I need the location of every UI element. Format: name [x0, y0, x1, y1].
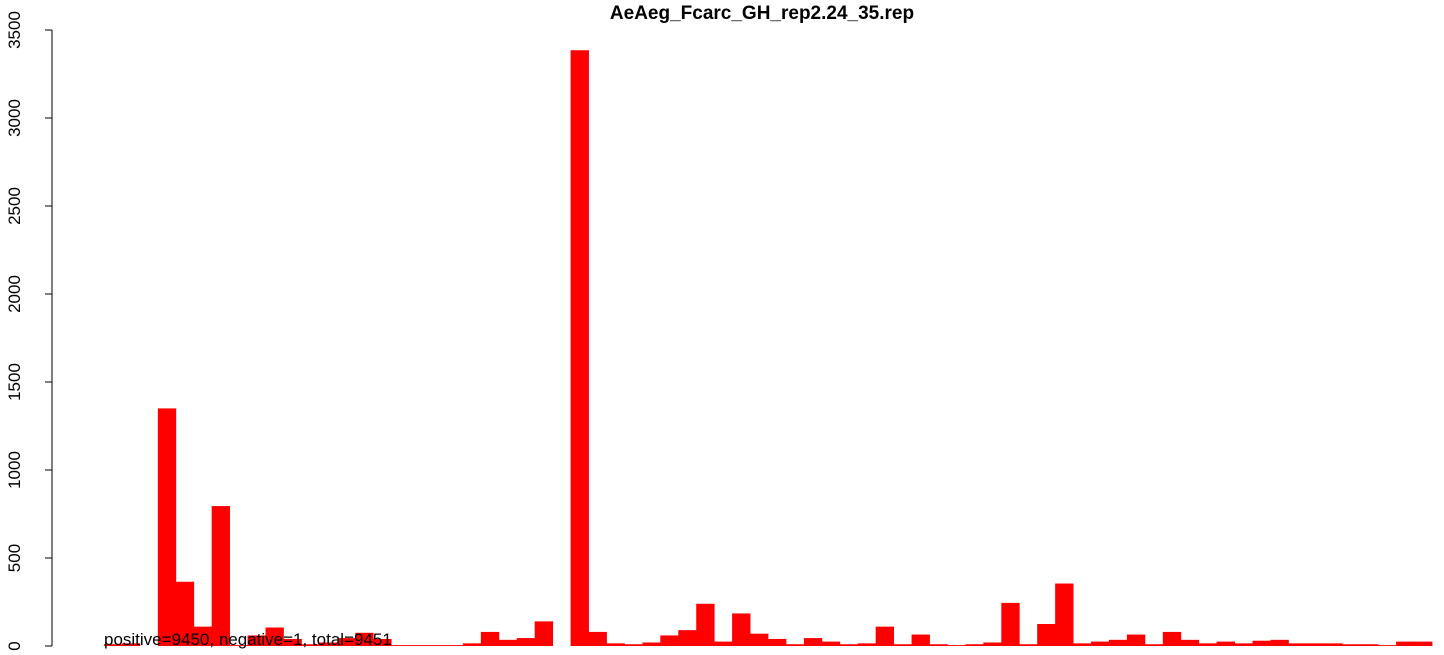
- bar: [104, 644, 123, 646]
- chart-title: AeAeg_Fcarc_GH_rep2.24_35.rep: [610, 3, 914, 24]
- bar: [642, 642, 661, 646]
- bar: [1270, 639, 1289, 646]
- y-tick-label: 500: [5, 544, 24, 572]
- bar: [624, 644, 643, 646]
- bar: [498, 639, 518, 646]
- bar: [373, 638, 392, 646]
- bar: [911, 634, 930, 646]
- y-tick-label: 3000: [5, 99, 24, 137]
- y-axis: 0 500 1000 1500 2000 2500 3000 3500: [5, 11, 53, 651]
- bar: [714, 641, 733, 646]
- y-tick-label: 1000: [5, 451, 24, 489]
- bar: [768, 638, 787, 646]
- bar: [121, 643, 141, 646]
- bar: [409, 645, 428, 646]
- bar: [588, 631, 607, 646]
- bar: [1126, 634, 1146, 646]
- bar: [821, 641, 841, 646]
- bar: [211, 506, 231, 646]
- bar: [1037, 624, 1056, 646]
- bars-group: [104, 50, 1433, 647]
- bar: [732, 613, 751, 646]
- bar: [1342, 644, 1361, 646]
- bar: [1055, 583, 1074, 646]
- y-tick-label: 0: [5, 641, 24, 650]
- bar: [875, 626, 895, 646]
- bar: [265, 627, 284, 646]
- bar: [1108, 639, 1128, 646]
- bar: [247, 635, 266, 646]
- bar: [570, 50, 589, 647]
- bar: [391, 645, 410, 646]
- bar: [301, 644, 320, 646]
- bar: [444, 645, 464, 646]
- bar: [1162, 631, 1182, 646]
- bar: [983, 642, 1002, 646]
- bar: [283, 638, 302, 646]
- bar: [678, 630, 697, 646]
- bar: [229, 645, 248, 646]
- bar: [1360, 644, 1379, 646]
- bar: [1288, 643, 1307, 646]
- bar: [929, 644, 948, 646]
- bar: [965, 644, 984, 646]
- bar: [355, 632, 374, 646]
- bar: [337, 638, 356, 646]
- bar: [1252, 640, 1271, 646]
- bar: [480, 631, 500, 646]
- bar: [1378, 645, 1397, 646]
- bar: [1144, 644, 1164, 646]
- summary-annotation: positive=9450, negative=1, total=9451: [104, 630, 392, 649]
- bar: [1234, 643, 1253, 646]
- bar: [157, 408, 177, 646]
- bar: [1306, 643, 1325, 646]
- bar: [516, 638, 536, 646]
- bar: [193, 626, 213, 646]
- bar: [660, 635, 679, 646]
- bar: [1396, 641, 1415, 646]
- bar: [1198, 643, 1218, 646]
- bar: [785, 644, 805, 646]
- y-tick-label: 2000: [5, 275, 24, 313]
- bar: [1324, 643, 1343, 646]
- bar: [534, 621, 554, 646]
- y-tick-label: 2500: [5, 187, 24, 225]
- bar: [750, 633, 769, 646]
- bar: [606, 643, 625, 646]
- bar: [427, 645, 446, 646]
- bar: [1091, 641, 1110, 646]
- bar: [696, 603, 715, 646]
- y-tick-label: 3500: [5, 11, 24, 49]
- bar: [1414, 641, 1433, 646]
- bar: [839, 644, 859, 646]
- bar: [803, 638, 823, 646]
- bar: [319, 642, 338, 646]
- bar: [947, 645, 966, 646]
- bar: [1180, 639, 1200, 646]
- bar: [893, 644, 912, 646]
- bar: [1019, 644, 1038, 646]
- bar: [857, 643, 877, 646]
- bar: [462, 643, 482, 646]
- bar: [175, 581, 195, 646]
- bar: [1216, 641, 1235, 646]
- bar: [1073, 643, 1092, 646]
- bar: [1001, 602, 1020, 646]
- y-tick-label: 1500: [5, 363, 24, 401]
